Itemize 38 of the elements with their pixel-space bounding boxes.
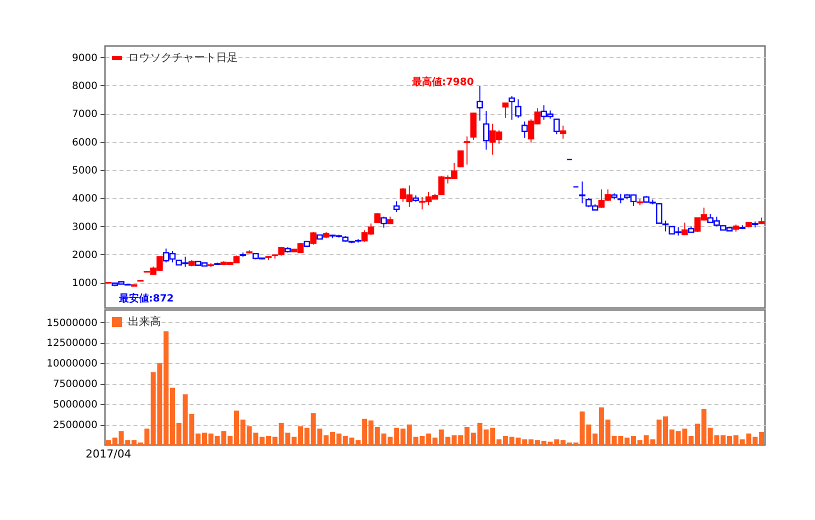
x-tick-label: 2017/04 (86, 448, 132, 460)
y-tick-label: 12500000 (46, 338, 98, 350)
candlestick (579, 181, 586, 204)
y-tick-label: 15000000 (46, 318, 98, 329)
candlestick (521, 121, 528, 138)
annotation: 最高値:7980 (410, 76, 474, 88)
candlestick (682, 222, 688, 236)
y-tick-label: 9000 (72, 52, 98, 64)
y-tick-label: 1000 (72, 278, 98, 290)
candlestick (618, 193, 624, 204)
y-tick-label: 7500000 (52, 379, 98, 390)
y-tick-label: 8000 (72, 80, 98, 92)
candlestick (554, 118, 560, 135)
candlestick (515, 98, 522, 118)
candlestick (560, 125, 566, 140)
candlestick (464, 136, 470, 166)
y-tick-label: 5000 (72, 165, 98, 176)
y-tick-label: 6000 (72, 137, 98, 148)
candlestick (310, 231, 316, 246)
y-tick-label: 4000 (72, 194, 98, 205)
legend-label: 出来高 (128, 315, 161, 328)
candlestick (470, 112, 477, 140)
legend-label: ロウソクチャート日足 (128, 51, 238, 64)
candlestick (374, 212, 381, 224)
candlestick (508, 96, 515, 120)
annotation: 最安値:872 (118, 292, 174, 304)
candlestick (483, 110, 490, 150)
y-tick-label: 2500000 (52, 420, 98, 432)
candlestick (502, 102, 509, 118)
y-tick-label: 5000000 (52, 400, 98, 411)
y-tick-label: 3000 (72, 222, 98, 233)
candlestick (380, 216, 387, 228)
candlestick (457, 150, 464, 168)
y-tick-label: 10000000 (46, 358, 98, 370)
candlestick (476, 86, 483, 122)
y-tick-label: 7000 (72, 109, 98, 120)
candlestick (393, 200, 400, 212)
y-tick-label: 2000 (72, 250, 98, 261)
